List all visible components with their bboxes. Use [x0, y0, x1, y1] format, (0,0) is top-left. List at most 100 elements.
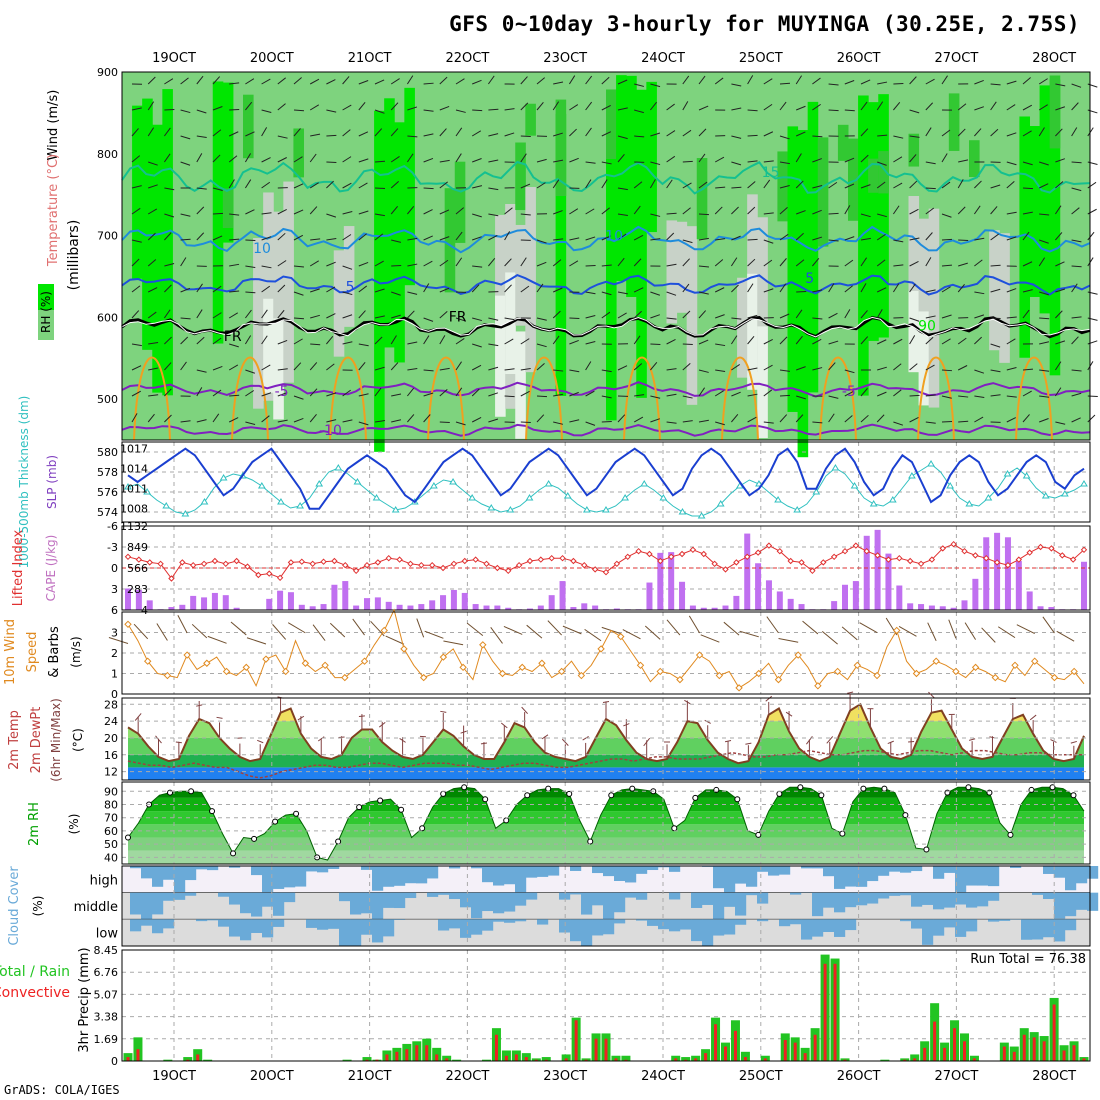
temp-range-cap [541, 734, 549, 740]
wind-barb [374, 315, 385, 319]
wind-barb [812, 317, 823, 320]
wind-barb [472, 265, 483, 268]
wind-barb [229, 82, 240, 85]
wind-barb [1055, 288, 1066, 293]
temp-range-cap [216, 716, 223, 719]
wind-barb [196, 153, 203, 163]
thickness-line-marker [296, 502, 304, 509]
wind-barb [407, 205, 415, 215]
wind-barb [828, 362, 836, 371]
precip-convective-bar [584, 1059, 588, 1061]
wind-barb [277, 260, 287, 267]
wind-barb [958, 159, 969, 163]
precip-convective-bar [704, 1053, 708, 1061]
cloud-bar [141, 866, 153, 879]
wind-barb [964, 622, 977, 640]
wind-barb [309, 153, 317, 163]
wind-barb [293, 156, 303, 163]
wind-barb [358, 182, 368, 189]
wind-barb [164, 263, 175, 267]
precip-convective-bar [435, 1054, 439, 1061]
wind-barb [666, 368, 677, 371]
y2-tick-label: 1017 [120, 443, 148, 456]
wind-barb [553, 81, 564, 85]
wind-barb [1055, 232, 1063, 241]
rh-patch-dry [263, 192, 274, 401]
cloud-bar [955, 866, 967, 893]
cloud-bar [438, 892, 450, 895]
wind-barb [666, 212, 677, 215]
rh-patch-dry [747, 194, 758, 321]
wind-barb [925, 257, 932, 267]
temp-range-cap [196, 704, 203, 707]
wind-barb [407, 387, 415, 397]
rh-patch-dry [333, 250, 345, 357]
temp-frame [121, 697, 1091, 781]
wind-barb [547, 620, 563, 636]
cloud-bar [625, 892, 637, 898]
thickness-line-marker [124, 483, 132, 490]
rh-marker [965, 784, 972, 791]
wind-barb [828, 340, 839, 345]
precip-convective-bar [375, 1059, 379, 1061]
contour-label: -5 [275, 384, 289, 400]
x-tick-label: 27OCT [935, 1069, 979, 1084]
wind-barb [892, 205, 900, 215]
li-marker [428, 561, 436, 569]
cloud-bar [427, 866, 439, 879]
rh-patch-wet [1029, 126, 1041, 297]
cape-bar [135, 589, 142, 610]
wind-barb [374, 79, 385, 85]
wind-barb [196, 309, 203, 319]
wind-barb [779, 313, 790, 319]
wind-barb [439, 421, 450, 424]
wind-barb [796, 210, 806, 215]
cloud-bar [273, 919, 285, 927]
wind-barb [423, 133, 434, 137]
rh-patch-dry [908, 196, 920, 350]
li-marker [309, 560, 316, 568]
wind-barb [715, 343, 726, 347]
precip-convective-bar [494, 1034, 498, 1061]
y2-tick-label: 1011 [120, 483, 148, 496]
wind-barb [778, 638, 799, 643]
wind-barb [212, 154, 221, 163]
cloud-bar [427, 892, 439, 897]
precip-convective-bar [564, 1058, 568, 1061]
wind-barb [682, 101, 689, 111]
wind-barb [229, 394, 240, 397]
wind-barb [390, 156, 400, 163]
wind-barb [617, 187, 628, 191]
wind-barb [666, 232, 675, 241]
wind-barb [796, 290, 807, 293]
cloud-bar [889, 866, 901, 872]
wind-barb [844, 157, 855, 163]
wind-barb [439, 128, 447, 137]
cloud-bar [372, 892, 384, 920]
wind-barb [423, 235, 433, 241]
wind-barb [925, 394, 936, 397]
wind-barb [212, 129, 222, 137]
x-tick-label: 24OCT [641, 1069, 685, 1084]
wind-speed-line-marker [833, 667, 842, 676]
cloud-row-label: low [96, 927, 119, 942]
precip-convective-bar [1062, 1050, 1066, 1061]
cloud-bar [229, 866, 241, 868]
wind-barb [1038, 183, 1049, 189]
cloud-row-label: high [90, 873, 118, 888]
cape-bar [298, 604, 305, 610]
wind-barb [293, 291, 304, 296]
wind-barb [326, 213, 337, 218]
cloud-bar [636, 919, 648, 921]
cape-bar [342, 581, 349, 610]
wind-barb [1071, 369, 1082, 372]
rh-patch-very-dry [495, 295, 506, 417]
wind-barb [488, 234, 498, 241]
y-tick-label: 574 [97, 506, 118, 519]
wind-speed-line-marker [873, 671, 881, 680]
cloud-bar [966, 866, 978, 886]
li-marker [233, 557, 240, 565]
li-marker [1048, 545, 1055, 552]
wind-barb [812, 338, 822, 345]
wind-speed-line-marker [124, 620, 132, 629]
